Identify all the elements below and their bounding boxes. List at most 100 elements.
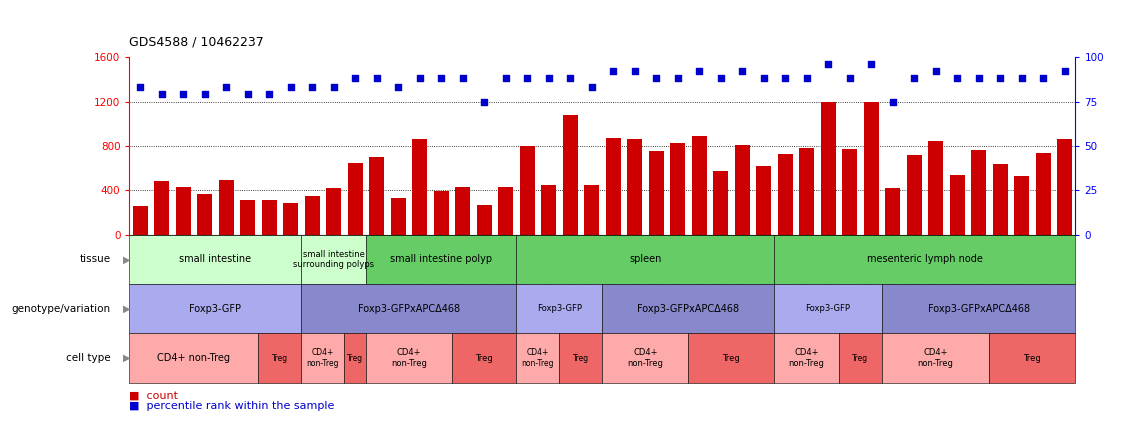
Text: ▶: ▶ <box>123 304 131 314</box>
Point <box>690 68 708 75</box>
Point <box>260 91 278 98</box>
Bar <box>412 139 427 235</box>
Bar <box>691 136 707 235</box>
Bar <box>129 235 302 284</box>
Text: ▶: ▶ <box>123 353 131 363</box>
Bar <box>864 102 878 235</box>
Text: Treg: Treg <box>723 354 740 363</box>
Text: CD4+
non-Treg: CD4+ non-Treg <box>627 349 663 368</box>
Bar <box>366 235 517 284</box>
Point <box>411 75 429 82</box>
Bar <box>584 185 599 235</box>
Bar <box>560 333 602 383</box>
Point <box>497 75 515 82</box>
Point <box>175 91 193 98</box>
Bar <box>259 333 302 383</box>
Bar <box>284 203 298 235</box>
Bar <box>517 284 602 333</box>
Text: CD4+
non-Treg: CD4+ non-Treg <box>788 349 824 368</box>
Bar <box>452 333 517 383</box>
Bar <box>133 206 148 235</box>
Bar <box>302 235 366 284</box>
Text: ■  count: ■ count <box>129 390 179 401</box>
Point <box>797 75 815 82</box>
Bar <box>218 180 234 235</box>
Point <box>432 75 450 82</box>
Bar <box>649 151 663 235</box>
Text: Treg: Treg <box>347 354 364 363</box>
Bar <box>327 188 341 235</box>
Point <box>539 75 557 82</box>
Text: Treg: Treg <box>573 354 589 363</box>
Point <box>368 75 386 82</box>
Point <box>239 91 257 98</box>
Text: Treg: Treg <box>1024 354 1042 363</box>
Point <box>196 91 214 98</box>
Text: Treg: Treg <box>271 354 288 363</box>
Point <box>927 68 945 75</box>
Bar <box>839 333 882 383</box>
Point <box>905 75 923 82</box>
Point <box>217 84 235 91</box>
Point <box>863 61 881 68</box>
Point <box>991 75 1009 82</box>
Bar <box>302 284 517 333</box>
Bar <box>990 333 1075 383</box>
Point <box>518 75 536 82</box>
Point <box>390 84 408 91</box>
Bar <box>1015 176 1029 235</box>
Point <box>454 75 472 82</box>
Bar <box>602 333 688 383</box>
Point <box>841 75 859 82</box>
Point <box>669 75 687 82</box>
Bar <box>476 205 492 235</box>
Point <box>282 84 300 91</box>
Text: Foxp3-GFPxAPCΔ468: Foxp3-GFPxAPCΔ468 <box>637 304 740 314</box>
Bar <box>261 201 277 235</box>
Point <box>712 75 730 82</box>
Bar <box>563 115 578 235</box>
Bar <box>520 146 535 235</box>
Text: CD4+
non-Treg: CD4+ non-Treg <box>521 349 554 368</box>
Bar <box>842 149 857 235</box>
Bar <box>366 333 452 383</box>
Bar <box>775 235 1075 284</box>
Point <box>884 98 902 105</box>
Text: small intestine polyp: small intestine polyp <box>390 255 492 264</box>
Bar <box>154 181 169 235</box>
Point <box>153 91 171 98</box>
Bar <box>345 333 366 383</box>
Bar <box>606 138 620 235</box>
Text: Foxp3-GFP: Foxp3-GFP <box>537 304 582 313</box>
Point <box>561 75 579 82</box>
Bar <box>993 164 1008 235</box>
Point <box>1055 68 1073 75</box>
Bar <box>670 143 685 235</box>
Bar <box>434 192 448 235</box>
Point <box>969 75 988 82</box>
Point <box>819 61 837 68</box>
Bar <box>882 284 1075 333</box>
Bar <box>240 201 256 235</box>
Bar <box>348 162 363 235</box>
Bar <box>129 333 259 383</box>
Bar <box>498 187 513 235</box>
Bar <box>821 102 835 235</box>
Bar <box>602 284 775 333</box>
Text: GDS4588 / 10462237: GDS4588 / 10462237 <box>129 36 265 49</box>
Bar <box>799 148 814 235</box>
Point <box>776 75 794 82</box>
Text: cell type: cell type <box>65 353 110 363</box>
Point <box>1034 75 1052 82</box>
Bar <box>971 151 986 235</box>
Point <box>346 75 364 82</box>
Bar <box>197 194 212 235</box>
Point <box>475 98 493 105</box>
Bar <box>713 171 729 235</box>
Bar <box>734 145 750 235</box>
Text: Foxp3-GFPxAPCΔ468: Foxp3-GFPxAPCΔ468 <box>928 304 1029 314</box>
Bar <box>906 155 921 235</box>
Text: CD4+ non-Treg: CD4+ non-Treg <box>158 353 231 363</box>
Bar <box>302 333 345 383</box>
Bar <box>757 166 771 235</box>
